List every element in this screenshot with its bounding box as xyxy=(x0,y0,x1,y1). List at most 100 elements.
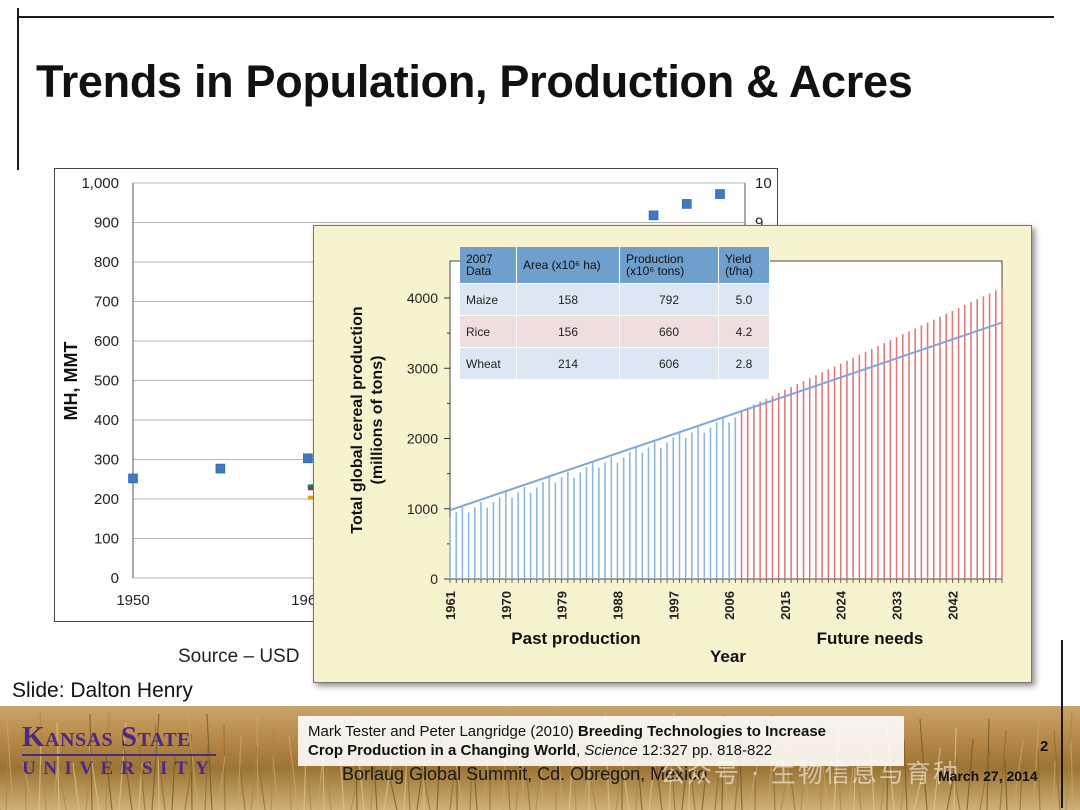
wheat-stalk xyxy=(747,765,758,810)
table-cell-area: 214 xyxy=(516,347,620,379)
table-header-yield: Yield (t/ha) xyxy=(718,247,770,284)
wheat-stalk xyxy=(250,746,259,810)
x-tick-label: 2042 xyxy=(945,591,960,620)
wheat-stalk xyxy=(1037,749,1041,810)
x-tick-label: 2024 xyxy=(834,590,849,620)
wheat-stalk xyxy=(919,718,928,810)
y-tick-label: 0 xyxy=(111,570,119,587)
y-tick-label: 1,000 xyxy=(81,175,119,192)
y-axis-title-line2: (millions of tons) xyxy=(369,356,386,485)
wheat-stalk xyxy=(1019,769,1023,810)
wheat-stalk xyxy=(39,711,47,810)
left-rule xyxy=(17,8,19,170)
wheat-stalk xyxy=(804,765,809,810)
y-tick-label: 700 xyxy=(94,294,119,311)
watermark-text: 公众号 · 生物信息与育种 xyxy=(660,759,960,788)
table-row: Rice 156 660 4.2 xyxy=(460,315,770,348)
wheat-stalk xyxy=(1053,729,1061,810)
citation-text: Mark Tester and Peter Langridge (2010) B… xyxy=(308,722,826,760)
wheat-stalk xyxy=(933,747,941,810)
wheat-stalk xyxy=(184,764,193,810)
table-cell-yield: 4.2 xyxy=(718,315,770,348)
y-tick-label: 600 xyxy=(94,333,119,350)
wheat-stalk xyxy=(118,722,127,810)
slide-date: March 27, 2014 xyxy=(938,768,1038,784)
wheat-stalk xyxy=(952,769,961,810)
wheat-stalk xyxy=(56,722,60,810)
crop-data-table: 2007 Data Area (x10⁶ ha) Production (x10… xyxy=(460,247,770,379)
y-tick-label: 3000 xyxy=(407,360,438,376)
wheat-stalk xyxy=(121,733,133,810)
ksu-logo-top: Kansas State xyxy=(22,721,192,753)
slide-credit: Slide: Dalton Henry xyxy=(12,679,193,702)
table-header-production: Production (x10⁶ tons) xyxy=(619,247,719,284)
future-needs-label: Future needs xyxy=(817,629,924,648)
table-header-data: 2007 Data xyxy=(460,247,517,284)
y-tick-label: 100 xyxy=(94,531,119,548)
wheat-stalk xyxy=(383,757,393,810)
wheat-stalk xyxy=(270,726,275,810)
wheat-stalk xyxy=(387,768,398,810)
table-cell-crop: Rice xyxy=(460,315,517,348)
citation-comma: , xyxy=(576,742,585,759)
table-cell-crop: Maize xyxy=(460,283,517,316)
x-tick-label: 2006 xyxy=(722,591,737,620)
x-tick-label: 1988 xyxy=(610,591,625,620)
y-tick-label: 900 xyxy=(94,215,119,232)
top-rule xyxy=(18,16,1054,18)
population-point xyxy=(215,463,226,474)
wheat-stalk xyxy=(350,766,360,810)
table-cell-area: 158 xyxy=(516,283,620,316)
wheat-stalk xyxy=(1004,758,1008,810)
wheat-stalk xyxy=(187,715,199,810)
slide-title: Trends in Population, Production & Acres xyxy=(36,56,913,107)
x-tick-label: 1961 xyxy=(443,591,458,620)
front-chart: 4000 3000 2000 1000 0 1961 1970 1979 1988 1997 200… xyxy=(313,225,1032,683)
y-tick-label: 0 xyxy=(430,571,438,587)
wheat-stalk xyxy=(999,729,1007,810)
table-cell-production: 792 xyxy=(619,283,719,316)
wheat-stalk xyxy=(853,767,856,810)
footer-banner: Kansas State UNIVERSITY Mark Tester and … xyxy=(0,706,1080,810)
y-tick-label: 200 xyxy=(94,491,119,508)
table-row: Maize 158 792 5.0 xyxy=(460,283,770,316)
wheat-stalk xyxy=(256,715,259,810)
trend-line xyxy=(449,321,1003,512)
wheat-stalk xyxy=(6,720,14,810)
wheat-stalk xyxy=(903,738,908,810)
wheat-stalk xyxy=(217,755,226,810)
citation-box: Mark Tester and Peter Langridge (2010) B… xyxy=(298,716,904,766)
wheat-stalk xyxy=(900,756,908,810)
y2-tick-label: 9 xyxy=(755,215,763,232)
wheat-stalk xyxy=(85,731,94,810)
ksu-logo-rule xyxy=(22,754,216,756)
y-tick-label: 2000 xyxy=(407,431,438,447)
wheat-stalk xyxy=(535,761,541,810)
wheat-stalk xyxy=(420,759,431,810)
wheat-stalk xyxy=(886,758,889,810)
table-cell-yield: 2.8 xyxy=(718,347,770,379)
wheat-stalk xyxy=(5,751,9,810)
y-tick-label: 800 xyxy=(94,254,119,271)
wheat-stalk xyxy=(1012,740,1024,810)
population-point xyxy=(681,199,692,209)
wheat-stalk xyxy=(52,740,61,810)
citation-authors: Mark Tester and Peter Langridge (2010) xyxy=(308,723,578,740)
wheat-stalk xyxy=(151,713,160,810)
wheat-stalk xyxy=(288,735,299,810)
y-tick-label: 4000 xyxy=(407,290,438,306)
y2-tick-label: 10 xyxy=(755,175,772,192)
wheat-stalk xyxy=(289,766,292,810)
x-tick-label: 1979 xyxy=(555,591,570,620)
wheat-stalk xyxy=(946,758,958,810)
y-tick-label: 400 xyxy=(94,412,119,429)
table-cell-yield: 5.0 xyxy=(718,283,770,316)
wheat-stalk xyxy=(322,757,325,810)
population-point xyxy=(303,453,313,464)
y-tick-label: 1000 xyxy=(407,501,438,517)
ksu-logo: Kansas State UNIVERSITY xyxy=(22,722,216,779)
wheat-stalk xyxy=(72,762,80,810)
population-point xyxy=(128,473,138,484)
source-text: Source – USD xyxy=(178,646,300,667)
wheat-stalk xyxy=(171,753,176,810)
